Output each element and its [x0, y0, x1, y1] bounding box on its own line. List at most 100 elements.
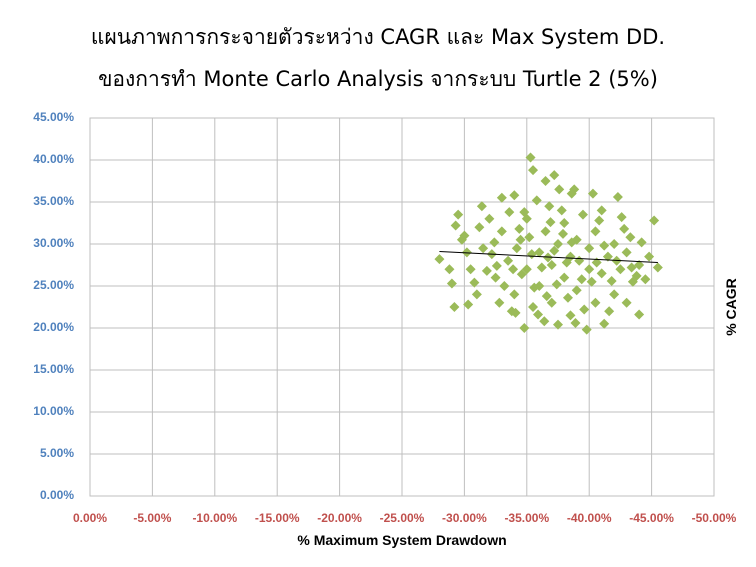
point — [634, 260, 645, 270]
point — [499, 281, 510, 291]
point — [456, 234, 467, 245]
point — [508, 264, 519, 275]
point — [534, 247, 545, 258]
point — [625, 232, 636, 243]
point — [434, 254, 445, 265]
x-tick-label: -40.00% — [567, 511, 612, 525]
point — [540, 226, 551, 237]
y-tick-label: 20.00% — [33, 320, 74, 334]
point — [586, 276, 597, 287]
point — [529, 282, 540, 293]
point — [551, 279, 562, 290]
x-tick-label: -35.00% — [504, 511, 549, 525]
point — [616, 212, 627, 223]
point — [612, 191, 623, 202]
point — [621, 297, 632, 308]
y-axis-label: % CAGR — [723, 278, 739, 336]
point — [465, 264, 476, 275]
point — [491, 260, 502, 271]
point — [476, 201, 487, 212]
chart-title: แผนภาพการกระจายตัวระหว่าง CAGR และ Max S… — [91, 25, 665, 49]
point — [519, 207, 530, 218]
point — [596, 205, 607, 216]
point — [584, 243, 595, 254]
point — [489, 237, 500, 248]
point — [549, 245, 560, 256]
point — [599, 318, 610, 329]
point — [571, 285, 582, 296]
point — [533, 309, 544, 320]
point — [525, 152, 536, 163]
point — [484, 213, 495, 224]
x-tick-label: 0.00% — [73, 511, 107, 525]
point — [621, 247, 632, 258]
point — [640, 274, 651, 285]
point — [649, 215, 660, 226]
point — [514, 223, 525, 234]
x-tick-label: -50.00% — [692, 511, 737, 525]
point — [619, 223, 630, 234]
point — [561, 257, 572, 268]
point — [559, 272, 570, 283]
y-tick-label: 40.00% — [33, 152, 74, 166]
point — [553, 319, 563, 330]
point — [519, 323, 530, 333]
point — [652, 262, 663, 273]
point — [590, 226, 601, 237]
point — [581, 324, 592, 335]
point — [549, 170, 560, 181]
x-tick-label: -45.00% — [629, 511, 674, 525]
x-tick-label: -5.00% — [133, 511, 171, 525]
point — [524, 232, 535, 243]
point — [554, 184, 565, 195]
point — [471, 289, 482, 300]
point — [503, 255, 514, 266]
chart-subtitle: ของการทำ Monte Carlo Analysis จากระบบ Tu… — [98, 67, 658, 91]
point — [490, 272, 501, 283]
point — [494, 297, 505, 308]
point — [444, 264, 455, 275]
point — [528, 302, 539, 312]
y-tick-label: 35.00% — [33, 194, 74, 208]
point — [481, 265, 492, 276]
point — [478, 243, 489, 254]
point — [596, 268, 607, 279]
point — [545, 217, 556, 228]
point — [536, 262, 547, 273]
point — [516, 269, 527, 280]
point — [511, 243, 522, 254]
point — [544, 201, 555, 212]
point — [504, 207, 515, 218]
point — [602, 251, 613, 262]
point — [604, 306, 615, 317]
point — [565, 310, 576, 321]
point — [615, 264, 626, 275]
point — [469, 277, 480, 288]
point — [574, 255, 585, 266]
point — [509, 190, 520, 201]
point — [531, 195, 542, 206]
x-tick-label: -10.00% — [192, 511, 237, 525]
point — [546, 297, 557, 308]
point — [570, 317, 581, 328]
y-tick-label: 25.00% — [33, 278, 74, 292]
point — [636, 237, 647, 248]
x-tick-label: -25.00% — [380, 511, 425, 525]
point — [562, 292, 573, 303]
point — [528, 165, 539, 176]
point — [463, 299, 474, 310]
y-tick-label: 10.00% — [33, 404, 74, 418]
x-tick-label: -15.00% — [255, 511, 300, 525]
point — [521, 264, 532, 275]
point — [474, 222, 485, 233]
point — [450, 220, 461, 231]
point — [590, 297, 601, 308]
trendline — [439, 251, 658, 263]
point — [579, 304, 590, 315]
point — [540, 176, 551, 186]
x-tick-label: -20.00% — [317, 511, 362, 525]
plot-border — [89, 117, 715, 497]
point — [626, 262, 637, 273]
point — [546, 260, 557, 270]
